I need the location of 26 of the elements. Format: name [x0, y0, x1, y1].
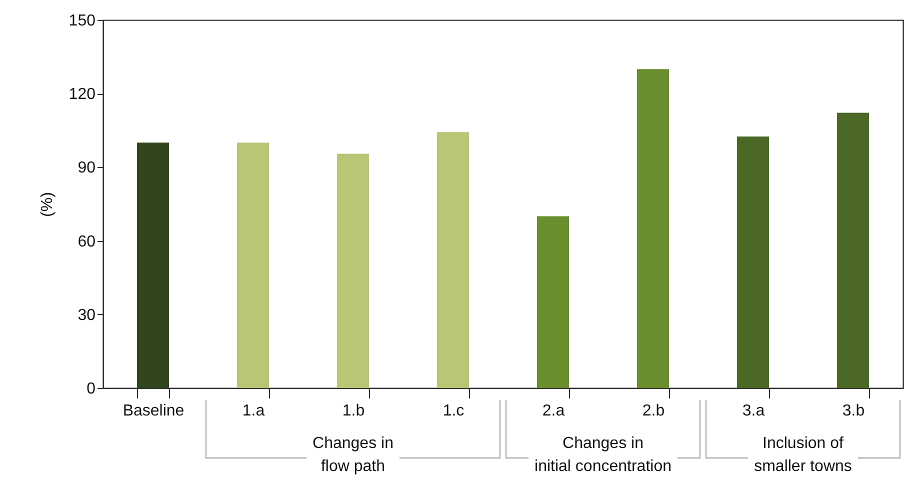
bar [337, 154, 369, 388]
x-tick-label: 1.a [242, 402, 265, 420]
y-tick-label: 60 [78, 233, 96, 250]
bar [137, 142, 169, 388]
x-tick-label: 1.b [342, 402, 365, 420]
y-tick-label: 30 [78, 306, 96, 324]
bar [637, 69, 669, 388]
text: Changes in flow path [312, 435, 394, 475]
bar [737, 136, 769, 388]
x-tick-label: 2.a [542, 402, 565, 420]
text: Changes in initial concentration [534, 435, 672, 475]
y-tick-label: 0 [86, 380, 96, 398]
bar [237, 142, 269, 388]
y-tick-label: 120 [68, 86, 96, 104]
y-tick-label: 90 [78, 160, 96, 177]
bar [437, 132, 469, 388]
x-tick-label: Baseline [122, 402, 184, 420]
y-tick-label: 150 [68, 12, 96, 30]
y-axis-title: (%) [38, 192, 56, 217]
text: Inclusion of smaller towns [754, 435, 852, 475]
bar [837, 112, 869, 388]
x-tick-label: 1.c [442, 402, 464, 420]
x-tick-label: 3.a [742, 402, 765, 420]
x-tick-label: 3.b [842, 402, 865, 420]
x-tick-label: 2.b [642, 402, 665, 420]
bar [537, 216, 569, 388]
